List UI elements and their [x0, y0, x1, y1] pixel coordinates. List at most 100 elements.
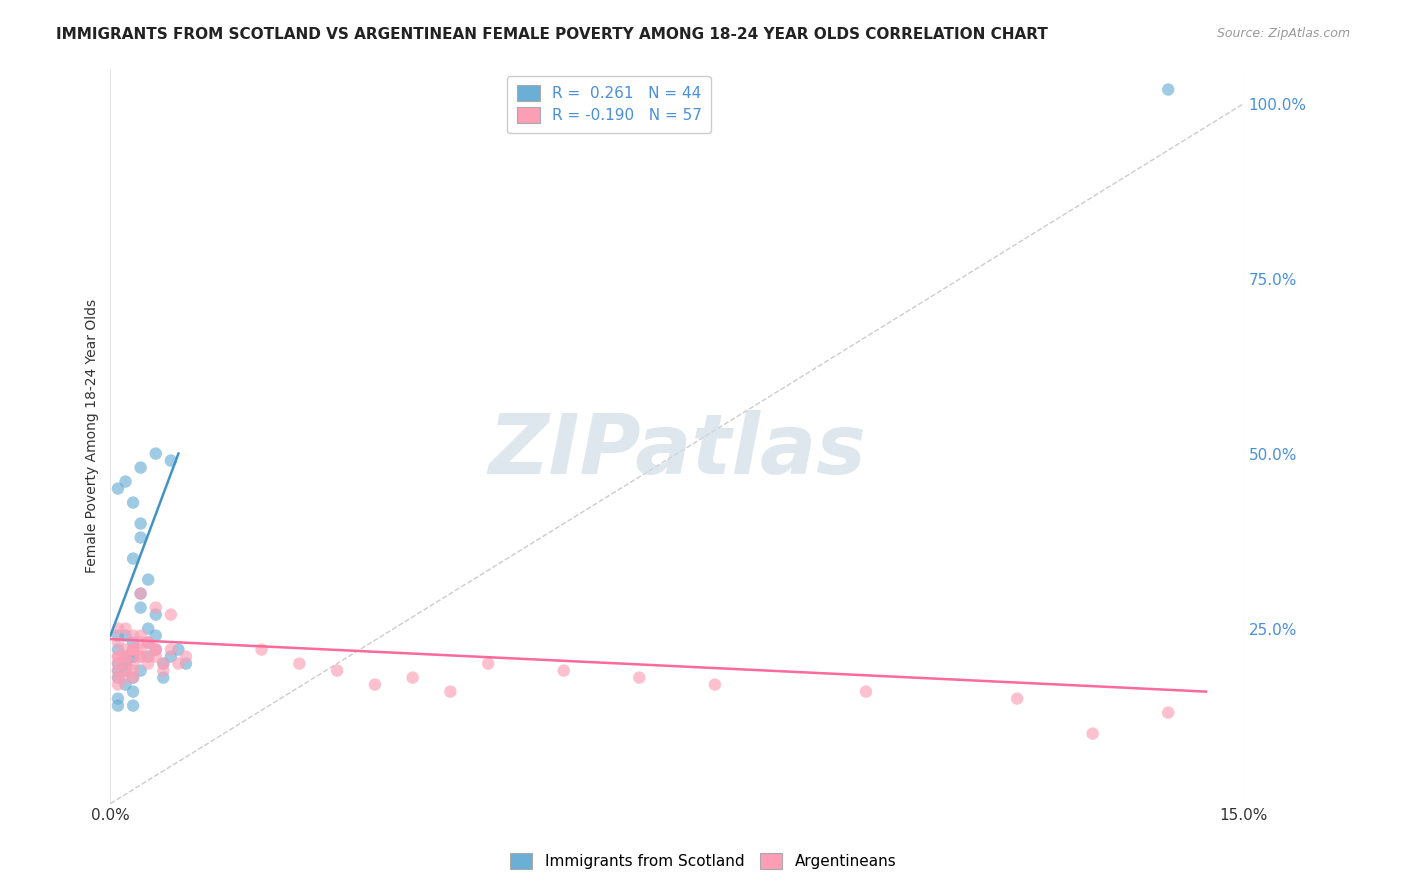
Point: [129, 635, 152, 649]
Point: [114, 642, 136, 657]
Point: [477, 657, 499, 671]
Point: [1005, 691, 1028, 706]
Point: [114, 649, 136, 664]
Point: [107, 664, 129, 678]
Point: [152, 664, 174, 678]
Point: [114, 664, 136, 678]
Point: [114, 671, 136, 685]
Point: [129, 460, 152, 475]
Point: [145, 649, 167, 664]
Point: [174, 649, 197, 664]
Point: [122, 495, 145, 509]
Point: [703, 677, 725, 691]
Point: [122, 642, 145, 657]
Point: [129, 531, 152, 545]
Point: [129, 629, 152, 643]
Point: [114, 649, 136, 664]
Point: [129, 586, 152, 600]
Point: [114, 622, 136, 636]
Point: [114, 664, 136, 678]
Point: [439, 684, 461, 698]
Point: [107, 691, 129, 706]
Point: [114, 657, 136, 671]
Y-axis label: Female Poverty Among 18-24 Year Olds: Female Poverty Among 18-24 Year Olds: [86, 299, 100, 574]
Point: [136, 657, 159, 671]
Point: [107, 649, 129, 664]
Point: [114, 657, 136, 671]
Point: [145, 607, 167, 622]
Point: [1081, 726, 1104, 740]
Point: [122, 629, 145, 643]
Point: [136, 635, 159, 649]
Point: [129, 649, 152, 664]
Point: [114, 629, 136, 643]
Point: [122, 649, 145, 664]
Point: [167, 657, 190, 671]
Point: [107, 657, 129, 671]
Point: [122, 671, 145, 685]
Point: [122, 635, 145, 649]
Point: [107, 635, 129, 649]
Point: [136, 635, 159, 649]
Point: [152, 657, 174, 671]
Point: [174, 657, 197, 671]
Point: [107, 657, 129, 671]
Point: [107, 677, 129, 691]
Legend: R =  0.261   N = 44, R = -0.190   N = 57: R = 0.261 N = 44, R = -0.190 N = 57: [508, 76, 711, 133]
Point: [628, 671, 651, 685]
Point: [152, 671, 174, 685]
Point: [136, 649, 159, 664]
Point: [122, 684, 145, 698]
Point: [114, 475, 136, 489]
Point: [145, 629, 167, 643]
Text: Source: ZipAtlas.com: Source: ZipAtlas.com: [1216, 27, 1350, 40]
Point: [129, 586, 152, 600]
Point: [107, 629, 129, 643]
Point: [145, 642, 167, 657]
Point: [129, 649, 152, 664]
Point: [145, 642, 167, 657]
Point: [122, 642, 145, 657]
Point: [122, 657, 145, 671]
Point: [114, 649, 136, 664]
Point: [114, 657, 136, 671]
Point: [136, 635, 159, 649]
Point: [145, 446, 167, 460]
Point: [152, 657, 174, 671]
Point: [107, 664, 129, 678]
Point: [145, 600, 167, 615]
Point: [107, 622, 129, 636]
Point: [553, 664, 575, 678]
Point: [364, 677, 387, 691]
Point: [122, 642, 145, 657]
Point: [160, 453, 183, 467]
Point: [129, 600, 152, 615]
Point: [129, 642, 152, 657]
Point: [107, 642, 129, 657]
Point: [122, 551, 145, 566]
Point: [145, 642, 167, 657]
Text: IMMIGRANTS FROM SCOTLAND VS ARGENTINEAN FEMALE POVERTY AMONG 18-24 YEAR OLDS COR: IMMIGRANTS FROM SCOTLAND VS ARGENTINEAN …: [56, 27, 1047, 42]
Point: [107, 649, 129, 664]
Text: ZIPatlas: ZIPatlas: [488, 410, 866, 491]
Point: [401, 671, 423, 685]
Point: [1157, 82, 1180, 96]
Point: [122, 671, 145, 685]
Point: [136, 573, 159, 587]
Legend: Immigrants from Scotland, Argentineans: Immigrants from Scotland, Argentineans: [503, 847, 903, 875]
Point: [160, 642, 183, 657]
Point: [122, 698, 145, 713]
Point: [122, 642, 145, 657]
Point: [107, 698, 129, 713]
Point: [855, 684, 877, 698]
Point: [129, 664, 152, 678]
Point: [107, 671, 129, 685]
Point: [136, 649, 159, 664]
Point: [136, 622, 159, 636]
Point: [122, 649, 145, 664]
Point: [326, 664, 349, 678]
Point: [107, 482, 129, 496]
Point: [107, 671, 129, 685]
Point: [114, 677, 136, 691]
Point: [160, 649, 183, 664]
